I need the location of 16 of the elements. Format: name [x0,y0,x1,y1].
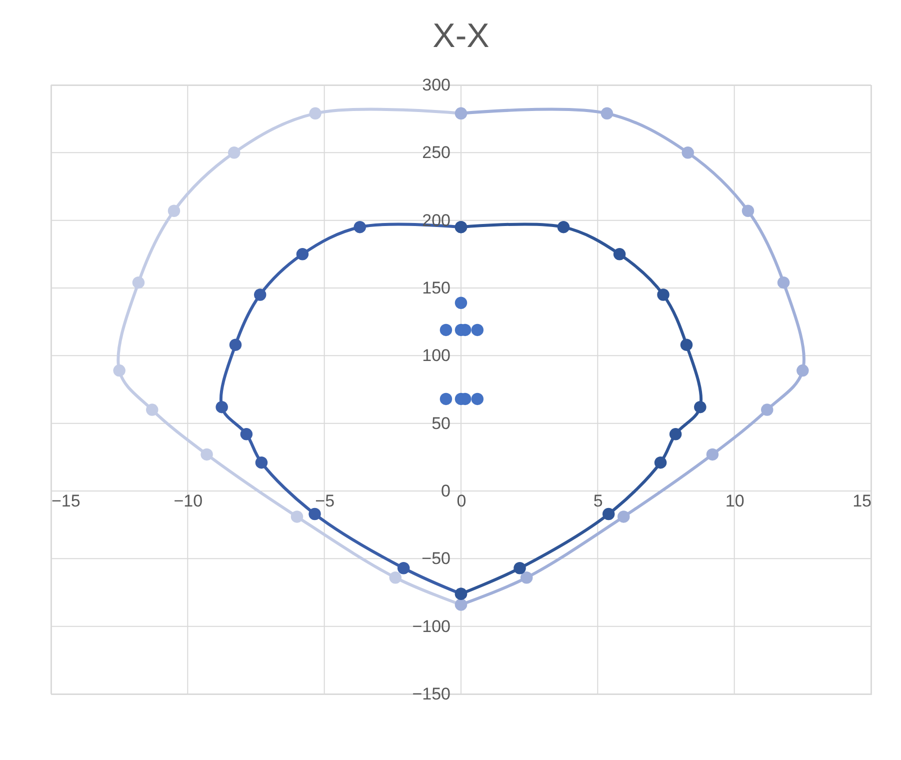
y-tick-label: −100 [412,616,450,636]
y-tick-label: 150 [422,278,450,298]
y-tick-label: −150 [412,684,450,704]
x-tick-label: 5 [593,492,603,510]
x-tick-label: −10 [174,492,203,510]
x-tick-label: −15 [52,492,80,510]
x-tick-label: 15 [852,492,872,510]
y-tick-label: 250 [422,143,450,162]
y-tick-label: 50 [432,414,450,433]
x-tick-label: −5 [315,492,335,510]
y-tick-label: −50 [422,549,450,568]
y-tick-label: 100 [422,346,450,366]
chart-title: X-X [432,17,490,55]
x-tick-label: 10 [725,492,744,510]
x-tick-label: 0 [456,492,466,510]
y-tick-label: 300 [422,76,450,94]
